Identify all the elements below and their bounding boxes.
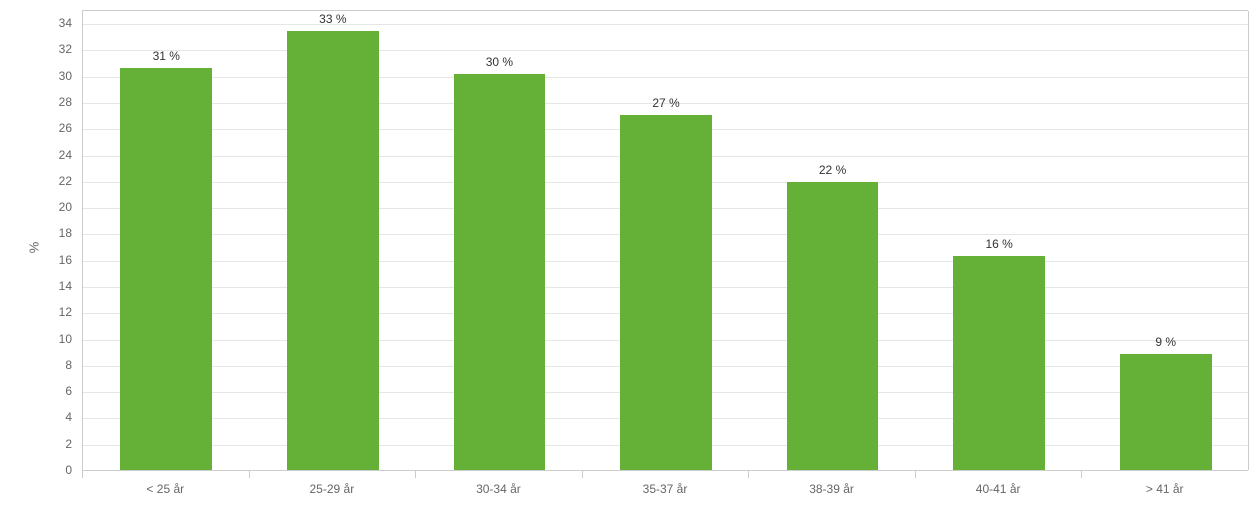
x-tick-mark bbox=[915, 470, 916, 478]
x-tick-mark bbox=[249, 470, 250, 478]
bar-value-label: 30 % bbox=[486, 55, 513, 69]
y-tick-label: 26 bbox=[0, 121, 72, 135]
bar bbox=[953, 256, 1045, 470]
x-tick-label: 25-29 år bbox=[309, 482, 354, 496]
plot-right-border bbox=[1248, 11, 1249, 470]
bar bbox=[620, 115, 712, 470]
x-tick-label: 30-34 år bbox=[476, 482, 521, 496]
y-tick-label: 12 bbox=[0, 305, 72, 319]
y-tick-label: 6 bbox=[0, 384, 72, 398]
y-tick-label: 14 bbox=[0, 279, 72, 293]
x-tick-mark bbox=[82, 470, 83, 478]
y-tick-label: 22 bbox=[0, 174, 72, 188]
y-tick-label: 4 bbox=[0, 410, 72, 424]
bar-chart: % 31 %33 %30 %27 %22 %16 %9 % 0246810121… bbox=[0, 0, 1260, 509]
y-tick-label: 18 bbox=[0, 226, 72, 240]
bar-value-label: 22 % bbox=[819, 163, 846, 177]
bar bbox=[787, 182, 879, 470]
x-axis-line bbox=[83, 470, 1248, 471]
gridline bbox=[83, 50, 1248, 51]
y-tick-label: 34 bbox=[0, 16, 72, 30]
bar-value-label: 16 % bbox=[985, 237, 1012, 251]
bar bbox=[287, 31, 379, 470]
y-tick-label: 2 bbox=[0, 437, 72, 451]
x-tick-mark bbox=[1081, 470, 1082, 478]
x-tick-label: 35-37 år bbox=[643, 482, 688, 496]
x-tick-mark bbox=[582, 470, 583, 478]
y-tick-label: 24 bbox=[0, 148, 72, 162]
gridline bbox=[83, 77, 1248, 78]
plot-area: 31 % 33 % 30 % 27 % 22 % 16 % 9 % bbox=[82, 10, 1248, 470]
bar bbox=[120, 68, 212, 470]
x-tick-label: 40-41 år bbox=[976, 482, 1021, 496]
bar bbox=[1120, 354, 1212, 470]
y-tick-label: 30 bbox=[0, 69, 72, 83]
x-tick-label: < 25 år bbox=[146, 482, 184, 496]
y-tick-label: 20 bbox=[0, 200, 72, 214]
y-tick-label: 0 bbox=[0, 463, 72, 477]
bar-value-label: 31 % bbox=[153, 49, 180, 63]
bar bbox=[454, 74, 546, 470]
y-tick-label: 8 bbox=[0, 358, 72, 372]
bar-value-label: 33 % bbox=[319, 12, 346, 26]
y-tick-label: 10 bbox=[0, 332, 72, 346]
gridline bbox=[83, 24, 1248, 25]
y-tick-label: 16 bbox=[0, 253, 72, 267]
x-tick-label: 38-39 år bbox=[809, 482, 854, 496]
bar-value-label: 27 % bbox=[652, 96, 679, 110]
x-tick-mark bbox=[748, 470, 749, 478]
bar-value-label: 9 % bbox=[1155, 335, 1176, 349]
x-tick-label: > 41 år bbox=[1146, 482, 1184, 496]
y-tick-label: 28 bbox=[0, 95, 72, 109]
x-tick-mark bbox=[415, 470, 416, 478]
y-axis-title: % bbox=[26, 242, 41, 254]
y-tick-label: 32 bbox=[0, 42, 72, 56]
